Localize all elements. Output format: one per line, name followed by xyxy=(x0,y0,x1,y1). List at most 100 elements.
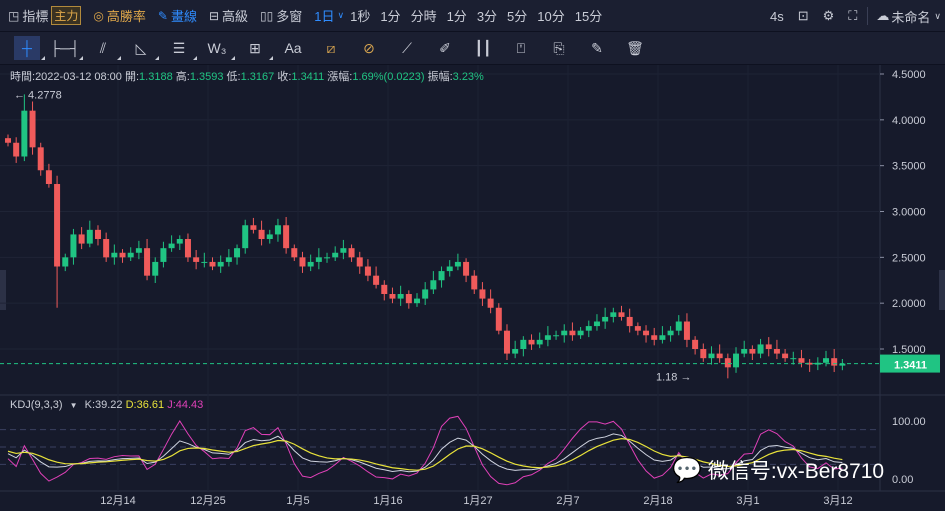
interval-timeshare[interactable]: 分時 xyxy=(410,9,437,24)
ruler-rect-icon[interactable]: ⧄ xyxy=(326,39,336,56)
screenshot-icon[interactable]: ⊡ xyxy=(797,8,809,23)
candle-body xyxy=(536,339,543,345)
candle-body xyxy=(111,252,118,258)
fullscreen-icon[interactable]: ⛶ xyxy=(848,8,858,23)
win-rate-label: 高勝率 xyxy=(106,9,146,24)
ruler-circle-icon[interactable]: ⊘ xyxy=(363,39,375,56)
change-value: 1.69%(0.0223) xyxy=(352,71,425,83)
candle-body xyxy=(585,326,592,331)
candle-body xyxy=(299,257,306,267)
bookmark-icon[interactable]: ⎘ xyxy=(553,39,565,56)
indicators-label: 指標 xyxy=(22,9,49,24)
interval-1s[interactable]: 1秒 xyxy=(350,9,371,24)
main-badge[interactable]: 主力 xyxy=(51,6,82,25)
candle-body xyxy=(667,330,674,336)
kdj-name[interactable]: KDJ(9,3,3) xyxy=(10,399,63,411)
candle-body xyxy=(610,312,617,317)
ruler-icon[interactable]: ⟋ xyxy=(402,39,412,56)
divider xyxy=(867,7,869,25)
cloud-icon: ☁ xyxy=(876,8,890,23)
interval-1m[interactable]: 1分 xyxy=(380,9,401,24)
high-label: 高: xyxy=(175,71,190,83)
target-icon: ◎ xyxy=(93,8,104,23)
candle-body xyxy=(54,184,61,267)
indicators-button[interactable]: ◳ 指標 主力 xyxy=(8,6,82,25)
low-label: 低: xyxy=(226,71,241,83)
candle-body xyxy=(209,261,216,267)
multi-window-button[interactable]: ▯▯ 多窗 xyxy=(260,6,302,25)
win-rate-button[interactable]: ◎ 高勝率 xyxy=(93,6,146,25)
candle-body xyxy=(176,239,183,244)
candle-body xyxy=(373,275,380,285)
candle-body xyxy=(291,248,298,258)
candle-body xyxy=(62,257,69,267)
caret-down-icon[interactable]: ▼ xyxy=(69,401,78,410)
candle-body xyxy=(782,353,789,359)
ohlc-info: 時間:2022-03-12 08:00 開:1.3188 高:1.3593 低:… xyxy=(10,68,484,84)
brush-icon[interactable]: ✐ xyxy=(439,39,451,56)
lock-icon[interactable]: ⍞ xyxy=(516,39,526,56)
last-price-label: 1.3411 xyxy=(894,360,927,372)
x-tick-label: 2月7 xyxy=(556,495,579,507)
candle-body xyxy=(86,229,93,244)
candle-body xyxy=(242,225,249,249)
draw-button[interactable]: ✎ 畫線 xyxy=(158,6,197,25)
interval-10m[interactable]: 10分 xyxy=(537,9,565,24)
note-edit-icon[interactable]: ✎ xyxy=(591,39,603,56)
low-value: 1.3167 xyxy=(240,71,275,83)
candle-body xyxy=(749,349,756,354)
candle-body xyxy=(643,330,650,336)
amplitude-value: 3.23% xyxy=(452,71,484,83)
interval-15m[interactable]: 15分 xyxy=(574,9,603,24)
horizontal-line-tool-icon[interactable]: ├─┤ xyxy=(50,36,83,60)
wave-tool-icon[interactable]: W₃ xyxy=(204,36,235,60)
candle-body xyxy=(626,316,633,327)
interval-5m[interactable]: 5分 xyxy=(507,9,528,24)
watermark-text: 微信号:vx-Ber8710 xyxy=(707,460,885,483)
candle-body xyxy=(659,335,666,340)
left-scroll-handle xyxy=(0,270,6,310)
candle-body xyxy=(324,257,331,259)
last-price-box xyxy=(880,354,940,373)
candle-body xyxy=(700,349,707,359)
interval-dropdown[interactable]: 1日 ∨ xyxy=(314,6,344,25)
crosshair-tool-icon[interactable]: ┼ xyxy=(14,36,45,60)
candle-type-icon[interactable]: ┃┃ xyxy=(474,39,492,56)
candle-body xyxy=(724,358,731,368)
min-price-label: 1.18 → xyxy=(656,371,691,383)
text-tool-icon[interactable]: Aa xyxy=(284,40,302,56)
kdj-k-line xyxy=(7,433,843,473)
kdj-d: D:36.61 xyxy=(125,399,165,411)
candle-body xyxy=(790,358,797,360)
trash-icon[interactable]: 🗑 xyxy=(626,39,644,56)
x-tick-label: 1月16 xyxy=(373,495,402,507)
candle-body xyxy=(471,275,478,290)
candle-body xyxy=(127,252,134,258)
parallel-lines-tool-icon[interactable]: ⫽ xyxy=(90,36,121,60)
fib-lines-tool-icon[interactable]: ☰ xyxy=(166,36,197,60)
candle-body xyxy=(593,321,600,327)
interval-3m[interactable]: 3分 xyxy=(476,9,498,24)
candle-body xyxy=(438,271,445,281)
triangle-tool-icon[interactable]: ◺ xyxy=(128,36,159,60)
interval-1m-b[interactable]: 1分 xyxy=(446,9,467,24)
candle-body xyxy=(168,243,175,249)
candle-body xyxy=(765,344,772,350)
chevron-down-icon[interactable]: ∨ xyxy=(934,10,941,21)
add-box-tool-icon[interactable]: ⊞ xyxy=(242,36,273,60)
candle-body xyxy=(512,349,519,354)
time-label: 時間: xyxy=(10,71,36,83)
candle-body xyxy=(184,239,191,258)
candle-body xyxy=(528,339,535,345)
candle-body xyxy=(201,261,208,263)
advanced-button[interactable]: ⊟ 高級 xyxy=(209,6,248,25)
candle-body xyxy=(381,284,388,295)
candle-body xyxy=(675,321,682,331)
layout-name[interactable]: 未命名 xyxy=(891,9,931,25)
settings-icon[interactable]: ⚙ xyxy=(822,8,835,23)
candle-body xyxy=(13,142,20,157)
refresh-rate[interactable]: 4s xyxy=(769,8,784,24)
kdj-k: K:39.22 xyxy=(84,399,123,411)
y-tick-label: 3.5000 xyxy=(892,161,926,173)
